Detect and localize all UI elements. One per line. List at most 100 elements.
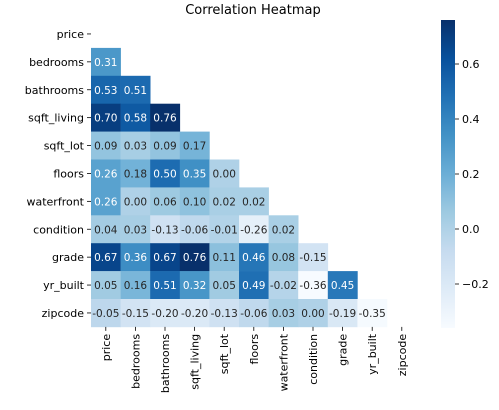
cell-label-zipcode-sqft_living: -0.20 bbox=[181, 308, 208, 320]
heatmap-cell-yr_built-bedrooms bbox=[120, 271, 151, 300]
x-tick-label-bathrooms: bathrooms bbox=[159, 334, 172, 393]
heatmap-cell-condition-floors bbox=[239, 215, 269, 244]
cell-label-bathrooms-price: 0.53 bbox=[94, 85, 117, 97]
heatmap-cell-sqft_living-price bbox=[91, 103, 121, 132]
cell-label-sqft_lot-bathrooms: 0.09 bbox=[153, 141, 176, 153]
heatmap-cell-grade-floors bbox=[239, 243, 269, 272]
cell-label-grade-floors: 0.46 bbox=[242, 252, 266, 264]
cell-label-floors-sqft_living: 0.35 bbox=[183, 168, 206, 180]
heatmap-cell-yr_built-sqft_lot bbox=[209, 271, 240, 300]
cell-label-grade-sqft_living: 0.76 bbox=[183, 252, 207, 264]
cell-label-grade-price: 0.67 bbox=[94, 252, 117, 264]
y-tick-label-price: price bbox=[57, 28, 85, 41]
heatmap-cell-zipcode-price bbox=[91, 299, 121, 328]
heatmap-cell-condition-bedrooms bbox=[120, 215, 151, 244]
cell-label-sqft_lot-sqft_living: 0.17 bbox=[183, 141, 206, 153]
cell-label-floors-bathrooms: 0.50 bbox=[153, 168, 176, 180]
x-tick-label-waterfront: waterfront bbox=[277, 333, 290, 391]
y-tick-label-grade: grade bbox=[52, 251, 84, 264]
cell-label-sqft_lot-price: 0.09 bbox=[94, 141, 117, 153]
cell-label-waterfront-sqft_lot: 0.02 bbox=[213, 196, 236, 208]
heatmap-cell-waterfront-price bbox=[91, 187, 121, 216]
y-tick-label-sqft_living: sqft_living bbox=[28, 112, 84, 125]
x-tick-label-zipcode: zipcode bbox=[396, 334, 409, 377]
y-tick-label-bedrooms: bedrooms bbox=[29, 56, 84, 69]
colorbar-tick-label: −0.2 bbox=[462, 278, 489, 291]
heatmap-cell-sqft_living-bathrooms bbox=[150, 103, 181, 132]
cell-label-yr_built-price: 0.05 bbox=[94, 280, 117, 292]
heatmap-cell-sqft_lot-sqft_living bbox=[179, 131, 210, 160]
x-tick-label-sqft_living: sqft_living bbox=[189, 334, 202, 390]
x-axis-ticks: price bedrooms bathrooms sqft_living sqft_lo… bbox=[100, 326, 409, 393]
cell-label-condition-bathrooms: -0.13 bbox=[151, 224, 178, 236]
heatmap-cell-sqft_lot-bathrooms bbox=[150, 131, 181, 160]
heatmap-cell-waterfront-bedrooms bbox=[120, 187, 151, 216]
heatmap-cell-waterfront-floors bbox=[239, 187, 269, 216]
cell-label-waterfront-sqft_living: 0.10 bbox=[183, 196, 206, 208]
heatmap-cell-floors-sqft_living bbox=[179, 159, 210, 188]
cell-label-yr_built-floors: 0.49 bbox=[242, 280, 265, 292]
x-tick-label-condition: condition bbox=[307, 334, 320, 385]
heatmap-cell-zipcode-waterfront bbox=[268, 299, 299, 328]
cell-label-zipcode-bedrooms: -0.15 bbox=[122, 308, 149, 320]
heatmap-cell-condition-waterfront bbox=[268, 215, 299, 244]
heatmap-cell-sqft_lot-price bbox=[91, 131, 121, 160]
heatmap-cell-zipcode-yr_built bbox=[357, 299, 388, 328]
cell-label-yr_built-grade: 0.45 bbox=[331, 280, 354, 292]
heatmap-cell-grade-price bbox=[91, 243, 121, 272]
heatmap-cell-bedrooms-price bbox=[91, 47, 121, 77]
y-tick-label-waterfront: waterfront bbox=[26, 195, 84, 208]
y-tick-label-yr_built: yr_built bbox=[43, 279, 85, 292]
heatmap-cell-sqft_lot-bedrooms bbox=[120, 131, 151, 160]
cell-label-zipcode-yr_built: -0.35 bbox=[359, 308, 386, 320]
heatmap-cell-condition-bathrooms bbox=[150, 215, 181, 244]
heatmap-cell-condition-sqft_living bbox=[179, 215, 210, 244]
heatmap-cell-floors-price bbox=[91, 159, 121, 188]
heatmap-cell-zipcode-condition bbox=[298, 299, 329, 328]
heatmap-cell-grade-condition bbox=[298, 243, 329, 272]
heatmap-cells bbox=[91, 47, 388, 328]
cell-label-grade-waterfront: 0.08 bbox=[272, 252, 295, 264]
cell-label-yr_built-bedrooms: 0.16 bbox=[124, 280, 148, 292]
cell-label-grade-bathrooms: 0.67 bbox=[153, 252, 176, 264]
heatmap-cell-waterfront-bathrooms bbox=[150, 187, 181, 216]
y-tick-label-floors: floors bbox=[53, 167, 84, 180]
cell-label-sqft_living-bathrooms: 0.76 bbox=[153, 113, 177, 125]
heatmap-cell-zipcode-sqft_living bbox=[179, 299, 210, 328]
heatmap-cell-zipcode-floors bbox=[239, 299, 269, 328]
heatmap-cell-zipcode-grade bbox=[327, 299, 358, 328]
cell-label-grade-sqft_lot: 0.11 bbox=[213, 252, 236, 264]
heatmap-cell-floors-bedrooms bbox=[120, 159, 151, 188]
cell-label-yr_built-condition: -0.36 bbox=[299, 280, 326, 292]
heatmap-cell-sqft_living-bedrooms bbox=[120, 103, 151, 132]
y-tick-label-condition: condition bbox=[33, 223, 84, 236]
cell-label-zipcode-floors: -0.06 bbox=[240, 308, 267, 320]
cell-label-zipcode-price: -0.05 bbox=[92, 308, 119, 320]
y-tick-label-bathrooms: bathrooms bbox=[25, 84, 84, 97]
cell-label-bedrooms-price: 0.31 bbox=[94, 57, 117, 69]
y-tick-label-zipcode: zipcode bbox=[42, 307, 85, 320]
heatmap-cell-labels: 0.31 0.53 0.51 0.70 0.58 0.76 0.09 0.03 0.09 0.17… bbox=[92, 57, 386, 320]
y-tick-label-sqft_lot: sqft_lot bbox=[44, 140, 85, 153]
heatmap-cell-grade-bedrooms bbox=[120, 243, 151, 272]
heatmap-cell-bathrooms-bedrooms bbox=[120, 75, 151, 104]
heatmap-cell-bathrooms-price bbox=[91, 75, 121, 104]
heatmap-cell-yr_built-price bbox=[91, 271, 121, 300]
heatmap-cell-grade-bathrooms bbox=[150, 243, 181, 272]
cell-label-floors-sqft_lot: 0.00 bbox=[213, 168, 236, 180]
cell-label-condition-sqft_living: -0.06 bbox=[181, 224, 208, 236]
heatmap-cell-yr_built-floors bbox=[239, 271, 269, 300]
colorbar-tick-label: 0.2 bbox=[462, 168, 480, 181]
heatmap-cell-yr_built-grade bbox=[327, 271, 358, 300]
cell-label-floors-bedrooms: 0.18 bbox=[124, 168, 147, 180]
heatmap-cell-waterfront-sqft_lot bbox=[209, 187, 240, 216]
cell-label-zipcode-condition: 0.00 bbox=[301, 308, 324, 320]
cell-label-grade-bedrooms: 0.36 bbox=[124, 252, 148, 264]
cell-label-zipcode-waterfront: 0.03 bbox=[272, 308, 295, 320]
cell-label-waterfront-bedrooms: 0.00 bbox=[124, 196, 147, 208]
heatmap-cell-grade-sqft_lot bbox=[209, 243, 240, 272]
chart-title: Correlation Heatmap bbox=[185, 3, 321, 18]
cell-label-waterfront-floors: 0.02 bbox=[242, 196, 265, 208]
